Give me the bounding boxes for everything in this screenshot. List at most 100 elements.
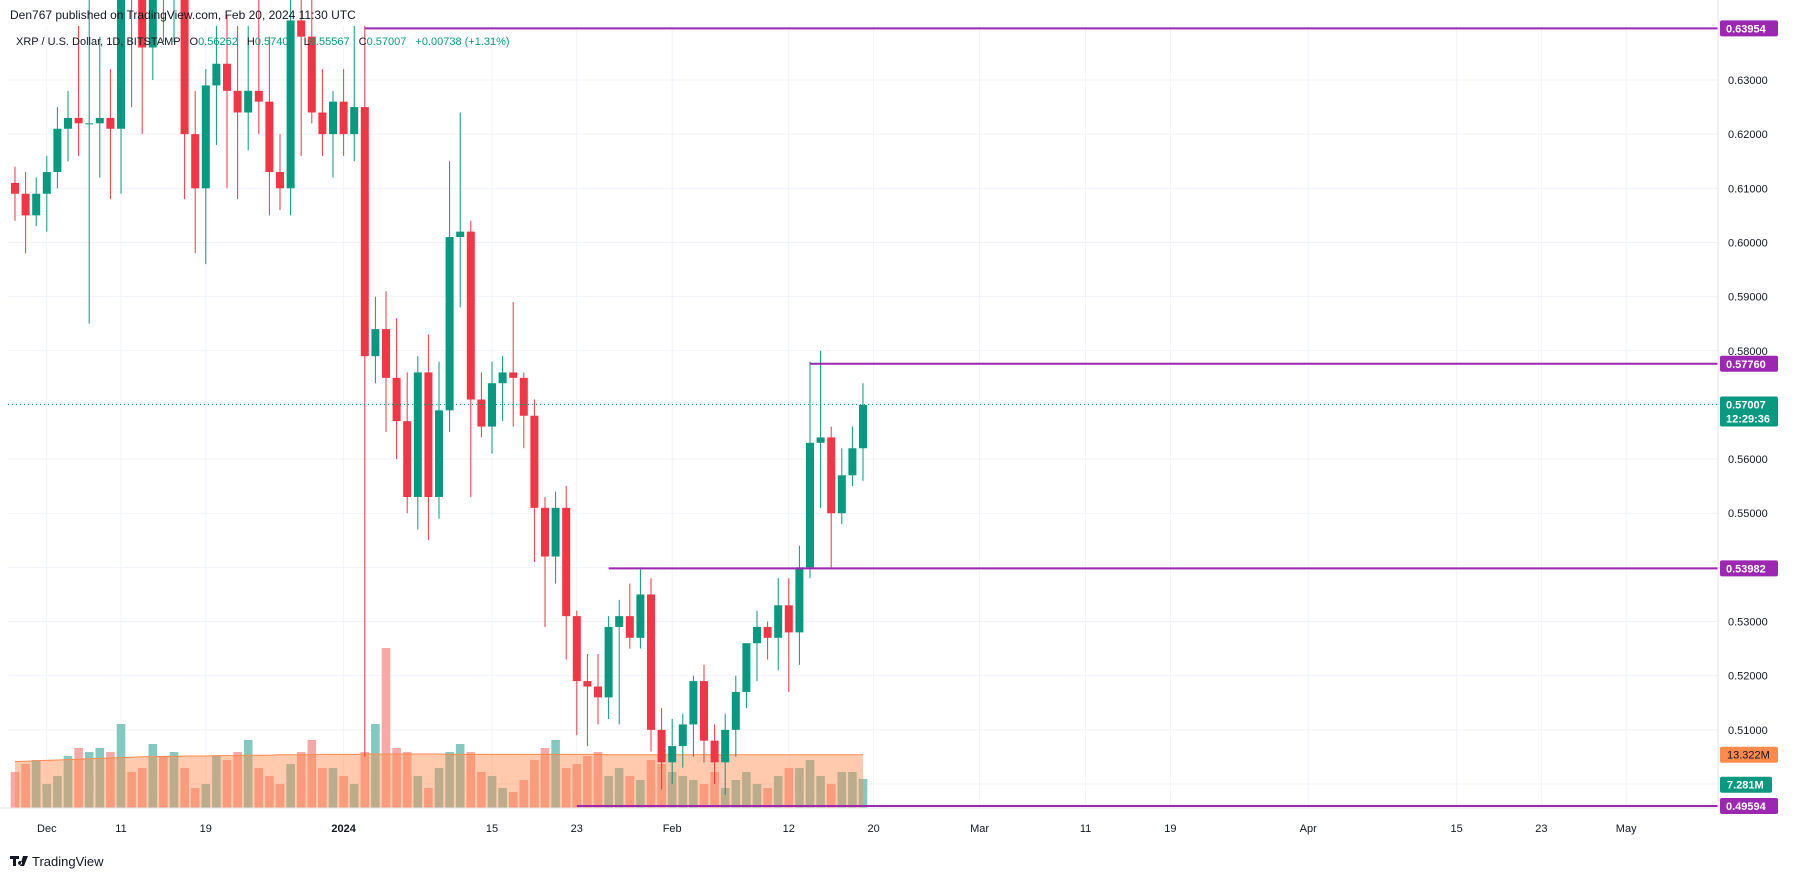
volume-bar <box>593 752 603 808</box>
volume-bar <box>349 784 359 808</box>
candle-body <box>647 594 655 730</box>
candle <box>413 356 422 530</box>
current-price-label: 0.57007 <box>1726 400 1766 412</box>
candle <box>562 486 571 660</box>
price-level-label: 0.57760 <box>1726 359 1766 371</box>
volume-bar <box>201 784 211 808</box>
candle-body <box>371 329 380 357</box>
volume-bar <box>498 788 507 808</box>
volume-bar <box>222 760 232 808</box>
candle <box>138 0 147 135</box>
candle <box>265 36 274 216</box>
candle <box>859 383 867 481</box>
candle <box>509 302 518 427</box>
volume-bar <box>784 768 794 808</box>
candle <box>583 654 592 747</box>
candle-body <box>106 117 115 129</box>
candle-body <box>286 20 295 189</box>
time-tick-label: Dec <box>37 823 57 835</box>
time-tick-label: 23 <box>571 823 583 835</box>
tradingview-logo-icon <box>10 856 28 866</box>
volume-bar <box>826 784 836 808</box>
candle-body <box>806 442 814 568</box>
candle <box>625 583 634 649</box>
volume-bar <box>233 752 242 808</box>
candle <box>254 0 263 135</box>
candle-body <box>466 231 475 400</box>
volume-last-badge <box>1720 776 1772 793</box>
volume-bar <box>837 772 847 808</box>
candle-body <box>742 643 751 692</box>
candle <box>42 155 51 232</box>
candle-body <box>509 372 518 378</box>
candle-body <box>710 740 719 763</box>
open-label: O <box>190 36 199 48</box>
candle-body <box>233 90 242 113</box>
close-value: 0.57007 <box>367 36 407 48</box>
volume-bar <box>487 776 497 808</box>
tradingview-brand: TradingView <box>32 854 104 869</box>
candle-body <box>435 410 443 497</box>
candle <box>710 724 719 784</box>
price-level-badge <box>1720 797 1778 814</box>
time-tick-label: 19 <box>1164 823 1176 835</box>
close-label: C <box>359 36 367 48</box>
volume-bar <box>816 776 825 808</box>
candle <box>689 675 698 757</box>
candle-body <box>551 507 560 557</box>
candle-body <box>265 101 274 173</box>
candle-body <box>95 117 104 124</box>
high-label: H <box>247 36 255 48</box>
symbol-legend: XRP / U.S. Dollar, 1D, BITSTAMP O0.56262… <box>16 36 510 48</box>
volume-bar <box>392 748 401 808</box>
candle-body <box>562 507 571 617</box>
candle-body <box>244 90 253 113</box>
candle <box>297 0 306 156</box>
candle <box>731 675 740 757</box>
volume-bar <box>402 752 412 808</box>
volume-bar <box>42 784 52 808</box>
candle <box>371 296 380 384</box>
volume-bar <box>318 768 327 808</box>
volume-bar <box>116 724 126 808</box>
candle <box>382 291 390 432</box>
candle-body <box>594 686 602 698</box>
low-value: 0.55567 <box>310 36 350 48</box>
volume-bar <box>371 724 380 808</box>
volume-bar <box>212 756 221 808</box>
time-axis[interactable]: Dec 11 19 2024 15 23 Feb 12 20 Mar 11 19 Apr 15 23 May <box>0 807 1718 835</box>
candle-body <box>541 507 549 557</box>
candle-body <box>85 123 94 125</box>
volume-bar <box>21 764 30 808</box>
candle <box>572 610 581 736</box>
price-tick-label: 0.51000 <box>1728 725 1768 737</box>
tradingview-logo[interactable]: TradingView <box>10 854 104 869</box>
volume-bar <box>307 740 317 808</box>
volume-bar <box>445 752 454 808</box>
candle <box>106 69 115 200</box>
candle-body <box>456 231 465 238</box>
candle <box>191 90 200 254</box>
candle-body <box>583 681 592 687</box>
candle <box>286 0 295 216</box>
candle <box>223 15 231 189</box>
price-level-label: 0.49594 <box>1726 801 1767 813</box>
change-value: +0.00738 (+1.31%) <box>415 36 509 48</box>
candle <box>774 578 783 671</box>
volume-bar <box>53 776 62 808</box>
candle <box>233 25 242 200</box>
volume-bar <box>519 780 529 808</box>
candles <box>11 0 867 795</box>
candle-body <box>297 20 306 37</box>
volume-bar <box>180 768 189 808</box>
volume-bar <box>63 756 73 808</box>
candle-body <box>382 329 390 378</box>
time-tick-label: 2024 <box>331 823 356 835</box>
candle <box>11 166 19 221</box>
current-price-badge <box>1720 396 1778 427</box>
candle-body <box>795 567 804 633</box>
volume-bar <box>583 756 592 808</box>
price-level-badge <box>1720 355 1778 372</box>
volume-bar <box>561 768 571 808</box>
